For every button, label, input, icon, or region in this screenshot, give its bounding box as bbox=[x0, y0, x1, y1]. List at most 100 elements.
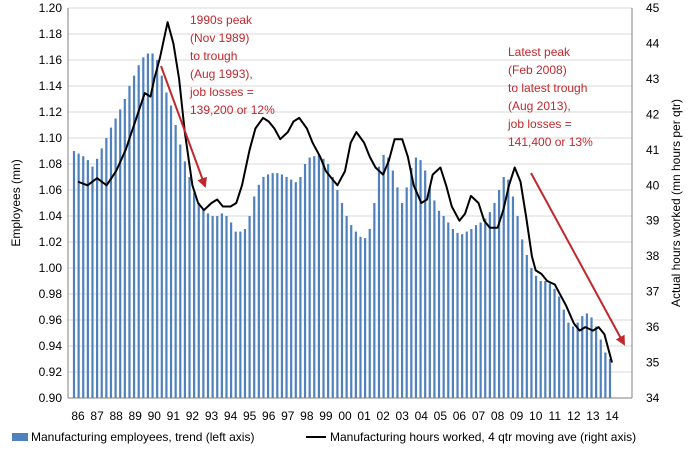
employees-bar bbox=[313, 156, 316, 398]
employees-bar bbox=[581, 316, 584, 398]
employees-bar bbox=[206, 213, 210, 398]
x-tick-label: 03 bbox=[396, 409, 410, 423]
left-tick-label: 1.06 bbox=[39, 183, 63, 197]
employees-bar bbox=[72, 151, 76, 398]
annotation-text: job losses = bbox=[507, 117, 572, 131]
x-tick-label: 06 bbox=[453, 409, 467, 423]
x-tick-label: 89 bbox=[129, 409, 143, 423]
x-tick-label: 95 bbox=[243, 409, 257, 423]
employees-bar bbox=[359, 236, 362, 398]
x-tick-label: 05 bbox=[434, 409, 448, 423]
employees-bar bbox=[498, 190, 501, 398]
employees-bar bbox=[123, 99, 126, 398]
x-tick-label: 93 bbox=[205, 409, 219, 423]
employees-bar bbox=[276, 173, 279, 398]
right-tick-label: 41 bbox=[646, 143, 660, 157]
legend-swatch-bars bbox=[12, 433, 28, 441]
employees-bar bbox=[132, 75, 136, 398]
employees-bar bbox=[216, 216, 219, 398]
right-tick-label: 36 bbox=[646, 320, 660, 334]
employees-bar bbox=[364, 238, 367, 398]
x-tick-label: 97 bbox=[281, 409, 295, 423]
x-tick-label: 90 bbox=[148, 409, 162, 423]
right-tick-label: 34 bbox=[646, 391, 660, 405]
employees-bar bbox=[521, 239, 524, 398]
employees-bar bbox=[354, 231, 357, 398]
employees-bar bbox=[576, 322, 579, 398]
employees-bar bbox=[511, 196, 515, 398]
employees-bar bbox=[280, 174, 284, 398]
employees-bar bbox=[405, 187, 408, 398]
employees-bar bbox=[345, 216, 348, 398]
employees-bar bbox=[183, 161, 186, 398]
annotation-text: Latest peak bbox=[508, 45, 571, 59]
employees-bar bbox=[470, 229, 473, 398]
x-tick-label: 14 bbox=[605, 409, 619, 423]
employees-bar bbox=[437, 210, 441, 398]
employees-bar bbox=[239, 231, 242, 398]
employees-bar bbox=[156, 60, 159, 398]
employees-bar bbox=[516, 216, 519, 398]
employees-bar bbox=[303, 164, 307, 398]
x-tick-label: 86 bbox=[71, 409, 85, 423]
x-tick-label: 00 bbox=[338, 409, 352, 423]
employees-bar bbox=[604, 352, 607, 398]
employees-bar bbox=[525, 255, 528, 398]
employees-bar bbox=[567, 322, 570, 398]
employees-bar bbox=[340, 203, 344, 398]
right-tick-label: 38 bbox=[646, 249, 660, 263]
employees-bar bbox=[220, 213, 223, 398]
employees-bar bbox=[391, 170, 394, 398]
employees-bar bbox=[373, 203, 376, 398]
employees-bar bbox=[317, 154, 320, 398]
employees-bar bbox=[544, 281, 547, 398]
x-tick-label: 10 bbox=[529, 409, 543, 423]
employees-bar bbox=[608, 359, 612, 398]
employees-bar bbox=[530, 268, 533, 398]
legend: Manufacturing employees, trend (left axi… bbox=[12, 430, 636, 444]
annotation-text: to latest trough bbox=[508, 81, 587, 95]
employees-bar bbox=[585, 313, 588, 398]
x-tick-label: 08 bbox=[491, 409, 505, 423]
employees-bar bbox=[294, 182, 297, 398]
employees-bar bbox=[197, 203, 200, 398]
x-tick-label: 04 bbox=[415, 409, 429, 423]
employees-bar bbox=[179, 144, 182, 398]
annotation-text: 1990s peak bbox=[190, 13, 253, 27]
x-tick-label: 94 bbox=[224, 409, 238, 423]
employees-bar bbox=[188, 177, 191, 398]
employees-bar bbox=[502, 177, 505, 398]
x-tick-label: 92 bbox=[186, 409, 200, 423]
employees-bar bbox=[230, 222, 233, 398]
employees-bar bbox=[558, 296, 561, 398]
legend-label-line: Manufacturing hours worked, 4 qtr moving… bbox=[330, 430, 636, 444]
left-tick-label: 1.08 bbox=[39, 157, 63, 171]
employees-bar bbox=[225, 216, 228, 398]
employees-bar bbox=[100, 148, 103, 398]
annotation-arrow bbox=[160, 65, 207, 188]
employees-bar bbox=[262, 177, 265, 398]
employees-bar bbox=[479, 222, 482, 398]
employees-bar bbox=[86, 160, 89, 398]
employees-bar bbox=[382, 154, 385, 398]
x-tick-label: 87 bbox=[90, 409, 104, 423]
x-tick-label: 07 bbox=[472, 409, 486, 423]
employees-bar bbox=[539, 281, 542, 398]
employees-bar bbox=[461, 234, 464, 398]
employees-bar bbox=[387, 157, 390, 398]
employees-bar bbox=[493, 203, 496, 398]
employees-bar bbox=[142, 57, 145, 399]
left-axis-title: Employees (mn) bbox=[9, 159, 23, 246]
left-tick-label: 1.04 bbox=[39, 209, 63, 223]
annotation-text: (Aug 2013), bbox=[508, 99, 571, 113]
employees-bar bbox=[169, 105, 173, 398]
employees-bar bbox=[451, 229, 454, 398]
left-tick-label: 1.00 bbox=[39, 261, 63, 275]
employees-bar bbox=[211, 216, 214, 398]
right-tick-label: 37 bbox=[646, 285, 660, 299]
employees-bar bbox=[243, 229, 247, 398]
employees-bar bbox=[96, 158, 99, 398]
employees-bar bbox=[271, 173, 274, 398]
